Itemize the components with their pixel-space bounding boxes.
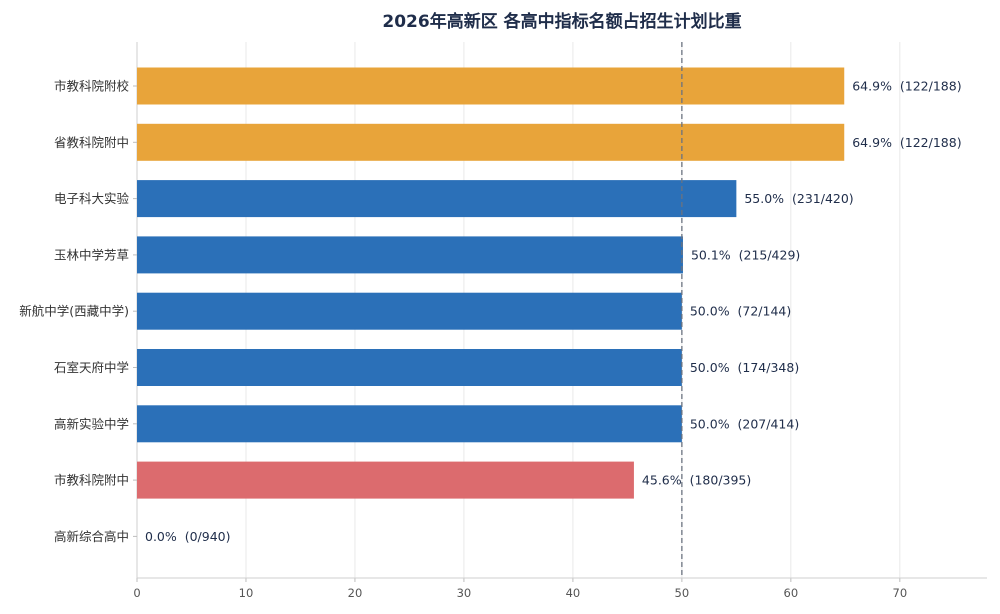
value-label: 50.1% (215/429)	[691, 247, 800, 262]
x-tick-label: 10	[239, 586, 254, 600]
bar	[137, 180, 737, 218]
x-tick-label: 70	[893, 586, 908, 600]
category-label: 玉林中学芳草	[54, 247, 129, 262]
bar	[137, 236, 683, 274]
x-tick-label: 40	[566, 586, 581, 600]
category-label: 高新实验中学	[54, 416, 129, 431]
chart-title: 2026年高新区 各高中指标名额占招生计划比重	[382, 11, 741, 32]
category-label: 省教科院附中	[54, 135, 129, 150]
value-label: 50.0% (72/144)	[690, 304, 791, 319]
category-label: 电子科大实验	[54, 191, 130, 206]
value-label: 64.9% (122/188)	[852, 79, 961, 94]
category-label: 高新综合高中	[54, 529, 129, 544]
value-label: 50.0% (174/348)	[690, 360, 799, 375]
x-tick-label: 60	[784, 586, 799, 600]
labels: 市教科院附校 64.9% (122/188) 省教科院附中 64.9% (122/18…	[19, 79, 961, 544]
x-tick-label: 20	[348, 586, 363, 600]
category-label: 石室天府中学	[54, 360, 129, 375]
value-label: 64.9% (122/188)	[852, 135, 961, 150]
x-tick-label: 0	[133, 586, 140, 600]
bar	[137, 123, 845, 161]
x-tick-label: 50	[675, 586, 690, 600]
value-label: 45.6% (180/395)	[642, 473, 751, 488]
bar	[137, 67, 845, 105]
category-label: 新航中学(西藏中学)	[19, 304, 129, 319]
bar	[137, 405, 682, 443]
value-label: 50.0% (207/414)	[690, 416, 799, 431]
bar	[137, 349, 682, 386]
value-label: 0.0% (0/940)	[145, 529, 230, 544]
value-label: 55.0% (231/420)	[744, 191, 853, 206]
axes: 0 10 20 30 40 50 60 70	[133, 42, 987, 600]
bar	[137, 461, 634, 499]
category-label: 市教科院附中	[54, 473, 129, 488]
bars	[137, 67, 845, 499]
bar	[137, 292, 682, 330]
x-tick-label: 30	[457, 586, 472, 600]
category-label: 市教科院附校	[54, 79, 130, 94]
